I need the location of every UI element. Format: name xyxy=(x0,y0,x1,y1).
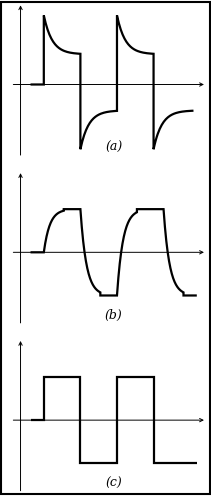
Text: (b): (b) xyxy=(105,309,123,322)
Text: (c): (c) xyxy=(105,477,122,490)
Text: (a): (a) xyxy=(105,141,122,154)
